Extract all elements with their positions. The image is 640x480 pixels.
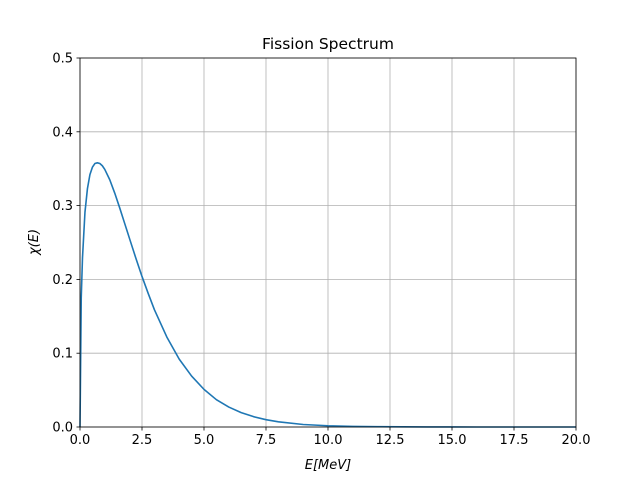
grid — [79, 57, 577, 428]
y-axis-label: χ(E) — [27, 229, 42, 256]
ticks: 0.0 2.5 5.0 7.5 10.0 12.5 15.0 17.5 20.0 0.0 0.1 0.… — [52, 52, 590, 449]
x-tick-label: 5.0 — [194, 433, 215, 448]
y-tick-label: 0.3 — [52, 199, 73, 214]
y-tick-label: 0.4 — [52, 125, 73, 140]
x-tick-label: 17.5 — [500, 433, 529, 448]
y-tick-label: 0.0 — [52, 421, 73, 436]
x-tick-label: 0.0 — [70, 433, 91, 448]
x-tick-label: 20.0 — [562, 433, 591, 448]
x-tick-label: 10.0 — [314, 433, 343, 448]
y-tick-label: 0.2 — [52, 273, 73, 288]
x-tick-label: 12.5 — [376, 433, 405, 448]
x-axis-label: E[MeV] — [305, 458, 351, 473]
x-tick-label: 15.0 — [438, 433, 467, 448]
x-tick-label: 7.5 — [256, 433, 277, 448]
x-tick-label: 2.5 — [132, 433, 153, 448]
y-tick-label: 0.1 — [52, 347, 73, 362]
chart-title: Fission Spectrum — [262, 35, 394, 53]
y-tick-label: 0.5 — [52, 52, 73, 67]
